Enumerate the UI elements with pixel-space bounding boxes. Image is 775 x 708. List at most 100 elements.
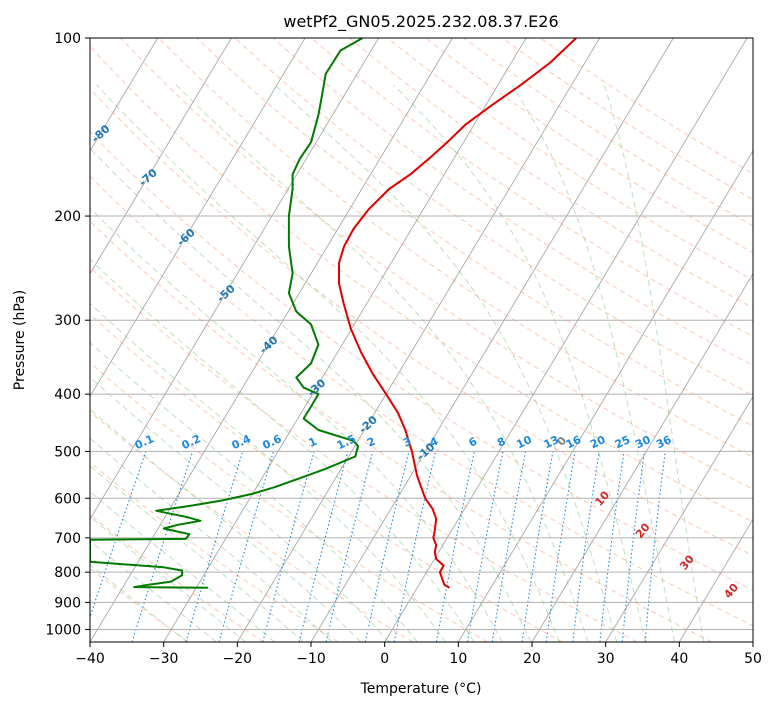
dry-adiabat-line [272,38,753,367]
dry-adiabat-line [90,45,753,523]
moist-adiabat-label: 30 [677,552,697,572]
mixing-ratio-label: 20 [588,433,608,451]
x-tick-label: 40 [670,651,688,667]
mixing-ratio-line [298,451,349,642]
isotherm-line [90,38,159,152]
mixing-ratio-label: 13 [542,433,561,451]
mixing-ratio-line [644,451,666,642]
moist-adiabat-line [90,376,390,642]
moist-adiabat-line [392,84,647,642]
x-tick-label: 20 [523,651,541,667]
isotherm-label: -50 [214,282,238,305]
dry-adiabat-line [196,38,753,427]
dry-adiabat-line [90,361,488,642]
moist-adiabat-label: 40 [721,581,741,601]
mixing-ratio-line [545,451,576,642]
mixing-ratio-label: 0.2 [180,432,203,452]
dry-adiabat-line [90,513,264,642]
dry-adiabat-line [387,38,753,281]
temperature-profile-line [338,38,577,589]
mixing-ratio-label: 1 [306,435,318,450]
dry-adiabat-line [425,38,753,254]
x-tick-label: −20 [223,651,253,667]
mixing-ratio-label: 25 [613,433,632,451]
mixing-ratio-line [262,451,315,642]
isotherm-line [236,38,601,642]
plot-frame [89,37,754,643]
y-tick-label: 800 [54,565,81,581]
mixing-ratio-line [572,451,600,642]
moist-adiabat-line [90,490,276,642]
isotherm-label: -70 [136,166,160,189]
mixing-ratio-label: 3 [401,435,413,450]
isotherm-line [457,149,753,642]
dry-adiabat-line [310,38,753,338]
x-axis: −40 −30 −20 −10 0 10 20 30 40 50 [75,642,762,667]
moist-adiabat-line [90,540,217,642]
pressure-gridlines [90,38,753,630]
isotherm-line [678,518,753,642]
mixing-ratio-label: 10 [514,433,534,451]
isotherm-line [384,38,748,642]
moist-adiabat-line [175,84,589,642]
moist-adiabat-line [90,147,532,642]
x-tick-label: 50 [744,651,762,667]
mixing-ratio-line [621,451,646,642]
isotherm-label: -90 [45,74,69,97]
y-tick-label: 1000 [45,622,81,638]
mixing-ratio-line [131,451,194,642]
y-tick-label: 500 [54,444,81,460]
isotherm-label: -80 [89,122,113,145]
moist-adiabat-line [603,84,705,642]
y-tick-label: 900 [54,595,81,611]
y-tick-label: 100 [54,31,81,47]
x-tick-label: −30 [149,651,179,667]
dry-adiabat-line [349,38,753,309]
x-tick-label: −10 [296,651,326,667]
isotherm-label: -60 [174,226,198,249]
moist-adiabat-line [511,84,676,642]
isotherm-line [605,395,753,642]
background-lines [90,38,753,642]
mixing-ratio-line [364,451,410,642]
mixing-ratio-label: 0.1 [133,432,156,452]
isotherm-line [752,641,753,642]
x-tick-label: 0 [380,651,389,667]
isotherm-line [163,38,527,642]
moist-adiabat-line [90,302,447,642]
dry-adiabat-line [90,131,753,591]
mixing-ratio-line [185,451,244,642]
moist-adiabat-line [90,515,247,642]
mixing-ratio-label: 30 [633,433,653,451]
y-tick-label: 700 [54,531,81,547]
moist-adiabat-line [274,84,618,642]
moist-adiabat-line [90,564,188,642]
mixing-ratio-label: 2 [365,435,377,450]
mixing-ratio-label: 16 [564,433,584,451]
isotherm-label: -30 [305,376,329,399]
y-axis-label: Pressure (hPa) [12,290,28,390]
mixing-ratio-label: 36 [654,433,674,451]
mixing-ratio-line [218,451,275,642]
y-tick-label: 400 [54,387,81,403]
dry-adiabat-line [120,38,753,490]
dry-adiabat-line [90,175,753,627]
dry-adiabat-line [90,411,414,642]
isotherm-label: -20 [356,413,380,436]
moist-adiabat-line [90,258,475,642]
mixing-ratio-line [325,451,374,642]
mixing-ratio-label: 0.6 [260,432,283,452]
moist-adiabat-line [90,437,333,642]
mixing-ratio-label: 0.4 [230,432,253,452]
isotherm-line [90,38,232,275]
moist-adiabat-line [90,465,304,642]
y-tick-label: 200 [54,209,81,225]
moist-adiabat-line [96,84,560,642]
dry-adiabat-line [90,220,712,642]
dry-adiabat-line [158,38,753,458]
isotherm-line [90,38,306,398]
y-tick-label: 300 [54,313,81,329]
mixing-ratio-line [521,451,554,642]
x-tick-label: −40 [75,651,105,667]
